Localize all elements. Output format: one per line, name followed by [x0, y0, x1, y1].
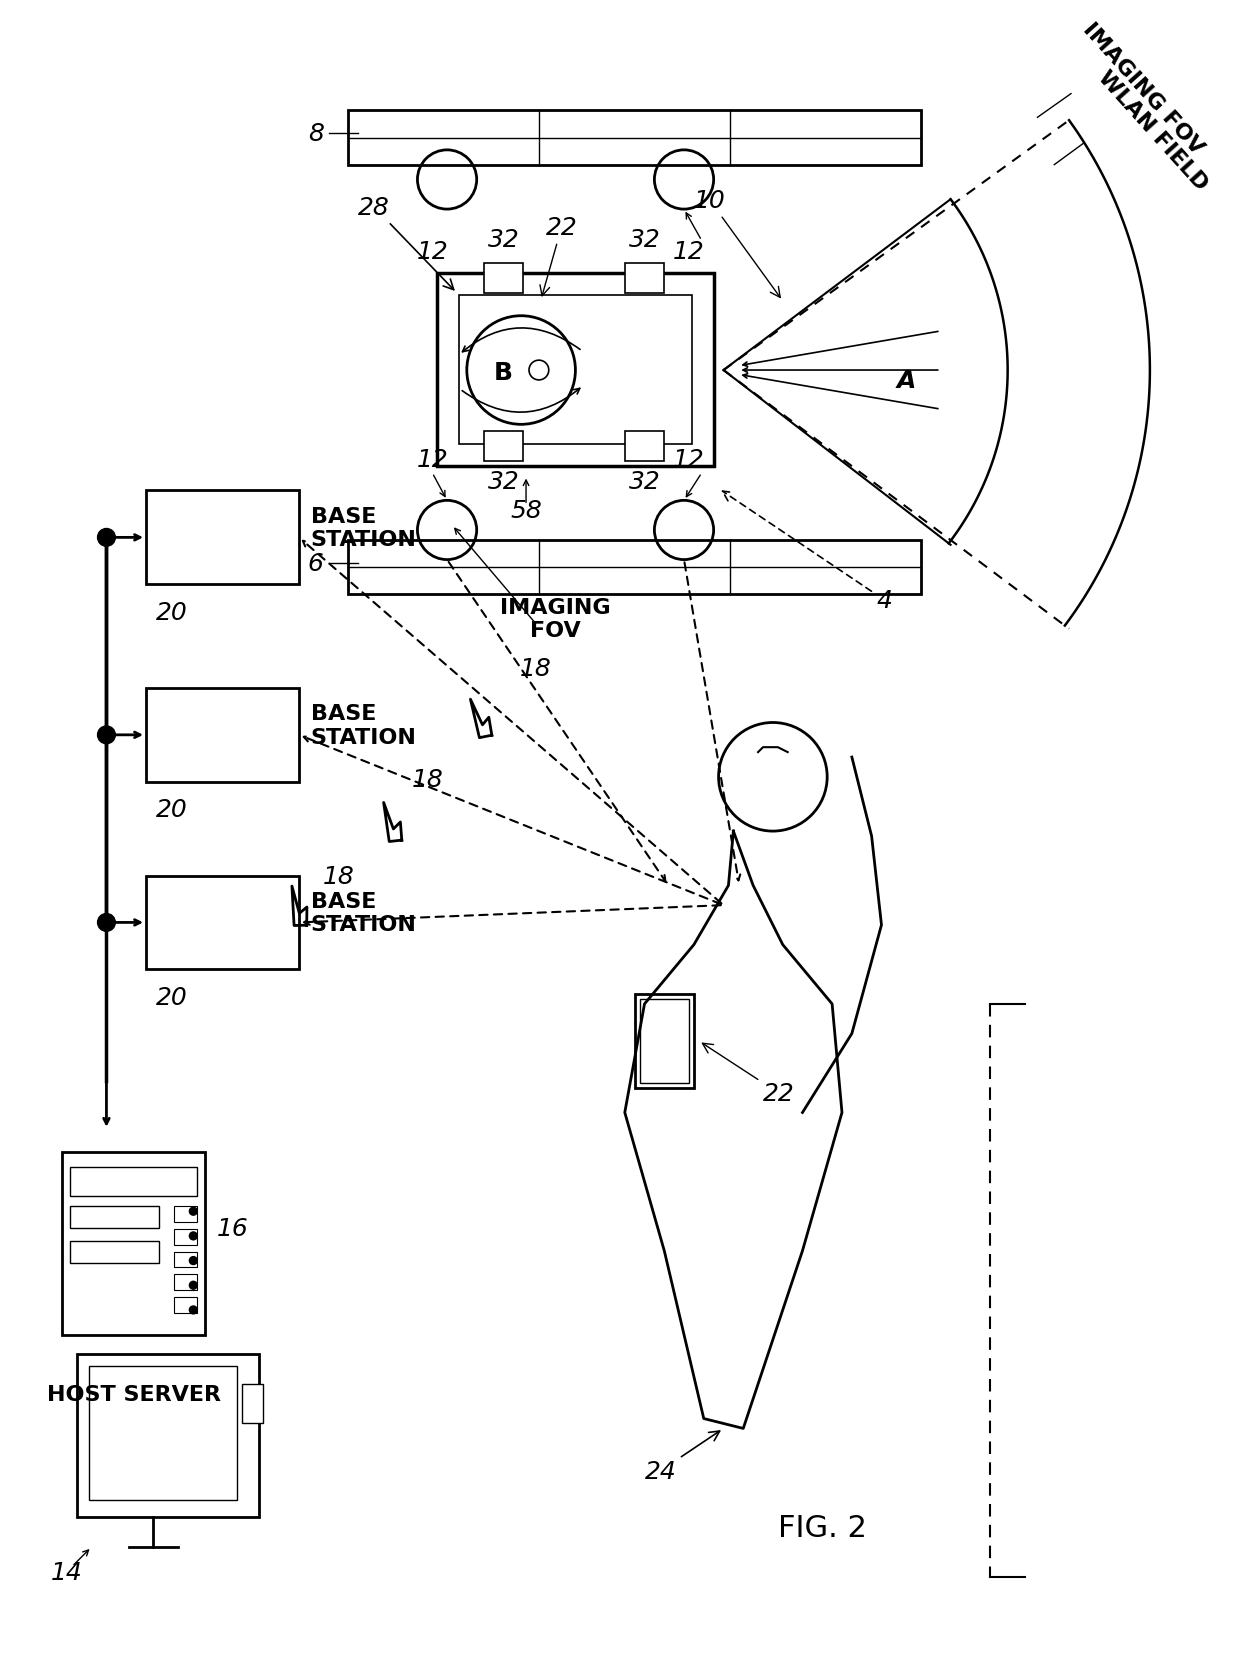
Text: 22: 22 — [539, 215, 578, 297]
Bar — [174, 1229, 197, 1244]
Text: WLAN FIELD: WLAN FIELD — [1094, 68, 1211, 194]
Text: HOST SERVER: HOST SERVER — [47, 1384, 221, 1403]
Circle shape — [190, 1208, 197, 1216]
Text: 18: 18 — [412, 767, 443, 792]
Text: 16: 16 — [217, 1216, 249, 1241]
Bar — [348, 540, 921, 595]
Text: 32: 32 — [629, 227, 661, 252]
Bar — [146, 490, 299, 585]
Bar — [174, 1206, 197, 1223]
Circle shape — [190, 1281, 197, 1289]
Text: 20: 20 — [156, 600, 187, 625]
Bar — [146, 877, 299, 969]
Bar — [625, 432, 665, 462]
Text: 4: 4 — [723, 492, 893, 613]
Bar — [348, 111, 921, 166]
Bar — [174, 1297, 197, 1312]
Circle shape — [190, 1233, 197, 1239]
Bar — [146, 689, 299, 782]
Text: 20: 20 — [156, 986, 187, 1009]
Text: 20: 20 — [156, 799, 187, 822]
Text: 58: 58 — [510, 499, 542, 524]
Text: 24: 24 — [645, 1432, 719, 1483]
Bar — [62, 1152, 205, 1336]
Text: IMAGING
FOV: IMAGING FOV — [501, 598, 611, 641]
Text: 32: 32 — [487, 227, 520, 252]
Text: 18: 18 — [322, 863, 355, 888]
Text: A: A — [897, 368, 916, 393]
Text: 18: 18 — [520, 656, 552, 681]
Text: 12: 12 — [417, 447, 448, 472]
Text: BASE
STATION: BASE STATION — [311, 704, 417, 747]
Bar — [174, 1274, 197, 1291]
Circle shape — [98, 726, 115, 744]
Text: BASE
STATION: BASE STATION — [311, 507, 417, 550]
Text: 12: 12 — [673, 240, 704, 263]
Circle shape — [98, 529, 115, 547]
Bar — [242, 1384, 263, 1423]
Bar — [438, 273, 714, 467]
Text: 28: 28 — [358, 196, 454, 290]
Bar — [89, 1367, 237, 1500]
Circle shape — [190, 1306, 197, 1314]
Text: 14: 14 — [51, 1559, 83, 1584]
Text: 6: 6 — [308, 552, 324, 575]
Bar — [484, 263, 523, 293]
Bar — [625, 263, 665, 293]
Text: 12: 12 — [673, 447, 704, 472]
Text: BASE
STATION: BASE STATION — [311, 891, 417, 935]
Circle shape — [98, 915, 115, 931]
Bar — [174, 1253, 197, 1268]
Bar — [484, 432, 523, 462]
Text: 12: 12 — [417, 240, 448, 263]
Text: IMAGING FOV: IMAGING FOV — [1079, 20, 1207, 157]
Text: 10: 10 — [694, 189, 780, 298]
Bar — [635, 994, 694, 1089]
Bar — [69, 1167, 197, 1196]
Text: 22: 22 — [702, 1044, 795, 1105]
Text: B: B — [494, 361, 513, 384]
Bar — [69, 1241, 159, 1263]
Text: 32: 32 — [629, 469, 661, 494]
Circle shape — [190, 1258, 197, 1264]
Bar — [459, 297, 692, 444]
Text: FIG. 2: FIG. 2 — [777, 1513, 867, 1541]
Bar — [77, 1354, 259, 1518]
Text: 32: 32 — [487, 469, 520, 494]
Text: 8: 8 — [308, 123, 324, 146]
Bar — [640, 999, 689, 1084]
Bar — [69, 1206, 159, 1228]
